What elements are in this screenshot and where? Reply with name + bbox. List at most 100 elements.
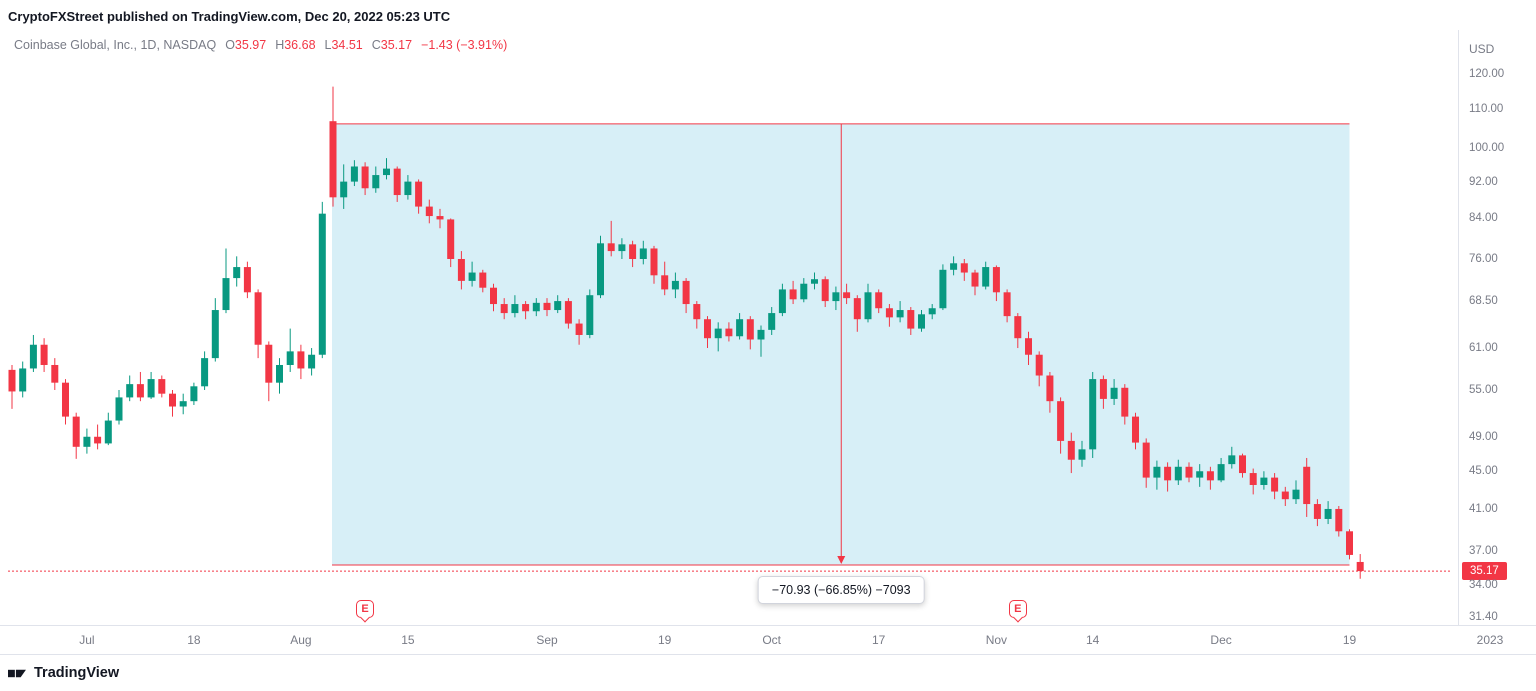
candle [821, 276, 829, 308]
candle [1164, 462, 1172, 492]
candle-body [490, 287, 497, 305]
candle [276, 358, 283, 394]
candle [115, 389, 123, 425]
candle-body [201, 358, 209, 387]
candle-body [618, 244, 626, 252]
candle [757, 325, 765, 357]
candle-body [1142, 442, 1150, 478]
candle-body [1057, 401, 1065, 441]
tradingview-logo-icon[interactable] [8, 666, 27, 681]
candle-body [158, 379, 166, 394]
candle-body [51, 364, 59, 383]
candle [564, 298, 572, 329]
candle [83, 428, 91, 454]
time-axis[interactable]: 2023 Jul 18 Aug 15 Sep 19 Oct 17 Nov 14 Dec 19 [0, 625, 1536, 655]
candle-body [415, 181, 423, 207]
candle [51, 358, 59, 390]
candle-body [1281, 491, 1289, 500]
candle [243, 261, 251, 299]
candle [1132, 412, 1139, 450]
candle [490, 283, 497, 312]
chart-legend: Coinbase Global, Inc., 1D, NASDAQ O35.97 H… [14, 38, 507, 52]
candle [457, 251, 465, 290]
candle-body [918, 314, 925, 329]
candle-body [543, 302, 551, 311]
candle [768, 307, 776, 335]
price-axis[interactable]: USD 35.17 120.00 110.00 100.00 92.00 84.00 76… [1458, 30, 1536, 625]
candle-body [126, 384, 134, 398]
candle-body [511, 304, 519, 314]
candle-body [907, 310, 915, 329]
candle [693, 301, 701, 329]
candle-body [1035, 354, 1043, 376]
footer: TradingView [0, 655, 1536, 691]
candle-body [8, 369, 16, 392]
candle [1003, 289, 1011, 323]
candle [19, 361, 27, 398]
candle-body [500, 304, 508, 314]
candle [1260, 471, 1268, 490]
candle-body [1174, 466, 1182, 481]
candle [575, 319, 583, 345]
candle-body [896, 310, 904, 318]
candle-body [40, 344, 48, 365]
candle [522, 301, 530, 320]
candle [950, 256, 958, 276]
publisher-header: CryptoFXStreet published on TradingView.… [0, 0, 1536, 30]
candle-body [1324, 508, 1332, 519]
candle-body [532, 302, 540, 312]
candle [918, 310, 925, 332]
price-axis-label: 34.00 [1469, 578, 1498, 591]
candle [126, 375, 134, 402]
candle-body [104, 420, 112, 444]
candle [1228, 446, 1236, 469]
tradingview-brand-text[interactable]: TradingView [34, 665, 120, 681]
candle [500, 298, 508, 320]
price-axis-label: 84.00 [1469, 212, 1498, 225]
candle-body [62, 382, 69, 417]
candle [1121, 384, 1129, 425]
candle [361, 162, 369, 196]
candle [1196, 464, 1204, 487]
symbol-title: Coinbase Global, Inc., 1D, NASDAQ [14, 38, 217, 52]
candle-body [554, 301, 562, 311]
candle [1206, 466, 1214, 490]
candle [179, 393, 187, 415]
chart-plot-area[interactable]: Coinbase Global, Inc., 1D, NASDAQ O35.97 H… [0, 30, 1536, 625]
candle [843, 283, 851, 305]
candle [960, 258, 968, 281]
candle-body [564, 301, 572, 324]
candle-body [72, 416, 80, 447]
candle [1067, 432, 1075, 474]
candle-body [768, 313, 776, 330]
earnings-marker[interactable]: E [1008, 600, 1027, 618]
earnings-marker[interactable]: E [356, 600, 375, 618]
candle-body [147, 379, 155, 398]
candle [554, 295, 562, 314]
candle [885, 304, 893, 327]
candle [479, 269, 487, 293]
ohlc-low: L34.51 [324, 38, 363, 52]
ohlc-close: C35.17 [371, 38, 413, 52]
candle [661, 261, 669, 296]
price-axis-label: 49.00 [1469, 430, 1498, 443]
candle [1185, 462, 1193, 483]
candle-body [350, 166, 358, 182]
candle [511, 295, 519, 318]
candle-body [1239, 455, 1246, 474]
time-axis-label: 18 [187, 633, 201, 647]
candle [811, 272, 818, 290]
candle [1110, 379, 1118, 405]
candle [222, 248, 230, 314]
currency-label: USD [1469, 42, 1495, 56]
price-chart-canvas[interactable] [0, 30, 1536, 625]
candle-body [1046, 375, 1054, 402]
candle [992, 265, 1000, 302]
candle [1078, 440, 1086, 467]
candle-body [843, 292, 851, 299]
candle-body [586, 295, 594, 335]
candle [671, 272, 679, 299]
candle-body [811, 279, 818, 284]
candle-body [1078, 449, 1086, 460]
candle-body [597, 243, 604, 296]
